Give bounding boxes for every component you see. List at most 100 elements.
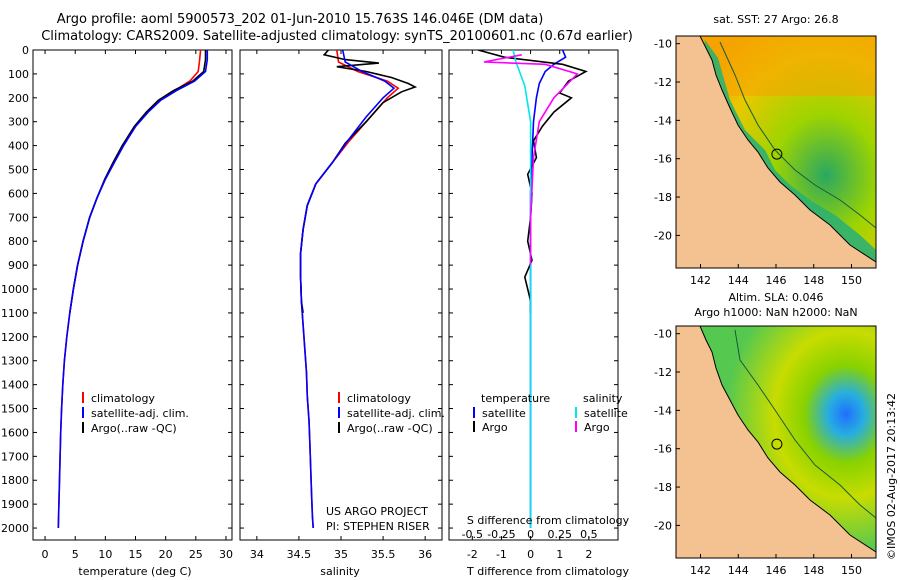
x-tick-label: -2 (467, 548, 478, 561)
depth-axis-ticks: 0 100 200 300 400 500 600 700 800 900 1000 1100 1200… (1, 44, 232, 535)
salinity-xlabel: salinity (320, 565, 360, 578)
x-tick-label: 36 (418, 548, 432, 561)
map-lon-label: 150 (841, 564, 862, 577)
map-lon-label: 142 (690, 274, 711, 287)
temperature-lines (57, 50, 209, 529)
sla-coast (699, 326, 876, 553)
map-lon-label: 146 (766, 274, 787, 287)
x-tick-label: 30 (219, 548, 233, 561)
s-diff-tick-label: -0.5 (462, 528, 483, 541)
map-lat-label: -16 (654, 443, 672, 456)
sla-map-title-line2: Argo h1000: NaN h2000: NaN (694, 306, 857, 319)
depth-tick-label: 100 (8, 68, 29, 81)
legend-label: Argo(..raw -QC) (91, 422, 177, 435)
salinity-plot-frame (239, 49, 443, 541)
map-lat-label: -14 (654, 114, 672, 127)
depth-tick-label: 1200 (1, 331, 29, 344)
map-lon-label: 142 (690, 564, 711, 577)
map-lat-label: -16 (654, 153, 672, 166)
depth-tick-label: 1000 (1, 283, 29, 296)
sst-map-title: sat. SST: 27 Argo: 26.8 (713, 13, 838, 26)
shelf-edge-contour (719, 41, 876, 229)
depth-tick-label: 500 (8, 164, 29, 177)
depth-tick-label: 300 (8, 116, 29, 129)
legend-header-temperature: temperature (481, 392, 550, 405)
series-line (299, 50, 396, 529)
salinity-legend: climatology satellite-adj. clim. Argo(..ra… (338, 392, 445, 435)
difference-depth-ticks (449, 49, 618, 529)
difference-legend: temperature salinitysatelliteArgosatellit… (473, 392, 628, 434)
sst-profile-location-marker (771, 148, 783, 160)
x-tick-label: -1 (496, 548, 507, 561)
map-lon-label: 146 (766, 564, 787, 577)
sla-map-panel: Altim. SLA: 0.046 Argo h1000: NaN h2000:… (654, 291, 877, 577)
depth-tick-label: 1600 (1, 426, 29, 439)
depth-tick-label: 1700 (1, 450, 29, 463)
salinity-axis-ticks: 34 34.5 35 35.5 36 (250, 50, 432, 561)
map-lon-label: 148 (803, 274, 824, 287)
legend-label: climatology (347, 392, 411, 405)
x-tick-label: 10 (98, 548, 112, 561)
depth-tick-label: 200 (8, 92, 29, 105)
land-cape-york (676, 36, 696, 120)
legend-label: climatology (91, 392, 155, 405)
sla-land-australia (676, 326, 876, 558)
map-lat-label: -12 (654, 366, 672, 379)
depth-tick-label: 0 (22, 44, 29, 57)
map-lat-label: -10 (654, 328, 672, 341)
difference-axis-ticks: -2 -1 0 1 2 -0.5 -0.25 0 0.25 0.5 (462, 50, 598, 561)
salinity-panel: 34 34.5 35 35.5 36 climatology satellite-adj.… (239, 49, 445, 578)
series-line (529, 50, 567, 528)
x-tick-label: 2 (585, 548, 592, 561)
temperature-panel: 0100200300400500600700800900100011001200… (1, 44, 233, 578)
depth-tick-label: 900 (8, 259, 29, 272)
sst-map-ticks: 142 144 146 148 150 -10 -12 -14 -16 -18 -20 (654, 38, 862, 287)
series-line (57, 50, 209, 529)
map-lat-label: -14 (654, 404, 672, 417)
depth-tick-label: 800 (8, 235, 29, 248)
sla-map-title-line1: Altim. SLA: 0.046 (728, 291, 823, 304)
depth-tick-label: 1100 (1, 307, 29, 320)
map-lat-label: -18 (654, 481, 672, 494)
map-lat-label: -10 (654, 38, 672, 51)
series-line (69, 50, 207, 314)
s-difference-label: S difference from climatology (467, 514, 630, 527)
difference-plot-frame (448, 49, 619, 541)
legend-label: Argo (482, 421, 508, 434)
depth-tick-label: 1400 (1, 379, 29, 392)
depth-tick-label: 400 (8, 140, 29, 153)
depth-tick-label: 600 (8, 187, 29, 200)
figure-title-line1: Argo profile: aoml 5900573_202 01-Jun-20… (57, 12, 544, 27)
map-lat-label: -20 (654, 229, 672, 242)
map-lat-label: -18 (654, 191, 672, 204)
legend-label: Argo (584, 421, 610, 434)
legend-header-salinity: salinity (583, 392, 623, 405)
x-tick-label: 0 (42, 548, 49, 561)
map-lon-label: 150 (841, 274, 862, 287)
depth-tick-label: 1500 (1, 403, 29, 416)
x-tick-label: 25 (189, 548, 203, 561)
land-australia (676, 36, 876, 268)
series-line (299, 50, 400, 529)
temperature-axis-ticks: 0 5 10 15 20 25 30 (42, 50, 233, 561)
map-lon-label: 144 (728, 564, 749, 577)
x-tick-label: 35.5 (371, 548, 396, 561)
x-tick-label: 34 (250, 548, 264, 561)
depth-tick-label: 1800 (1, 474, 29, 487)
figure-title-line2: Climatology: CARS2009. Satellite-adjuste… (41, 29, 633, 44)
series-line (477, 50, 588, 313)
temperature-plot-frame (32, 49, 233, 541)
temperature-xlabel: temperature (deg C) (78, 565, 191, 578)
x-tick-label: 15 (129, 548, 143, 561)
legend-label: satellite (482, 407, 526, 420)
map-lon-label: 144 (728, 274, 749, 287)
x-tick-label: 1 (556, 548, 563, 561)
t-difference-label: T difference from climatology (466, 565, 629, 578)
s-diff-tick-label: 0 (527, 528, 534, 541)
difference-lines (477, 50, 588, 528)
imos-credit: ©IMOS 02-Aug-2017 20:13:42 (885, 393, 898, 560)
sst-map-panel: sat. SST: 27 Argo: 26.8 142 144 146 148 150 -… (654, 13, 877, 287)
s-diff-tick-label: -0.25 (487, 528, 515, 541)
sla-map-ticks: 142 144 146 148 150 -10 -12 -14 -16 -18 -20 (654, 328, 862, 577)
